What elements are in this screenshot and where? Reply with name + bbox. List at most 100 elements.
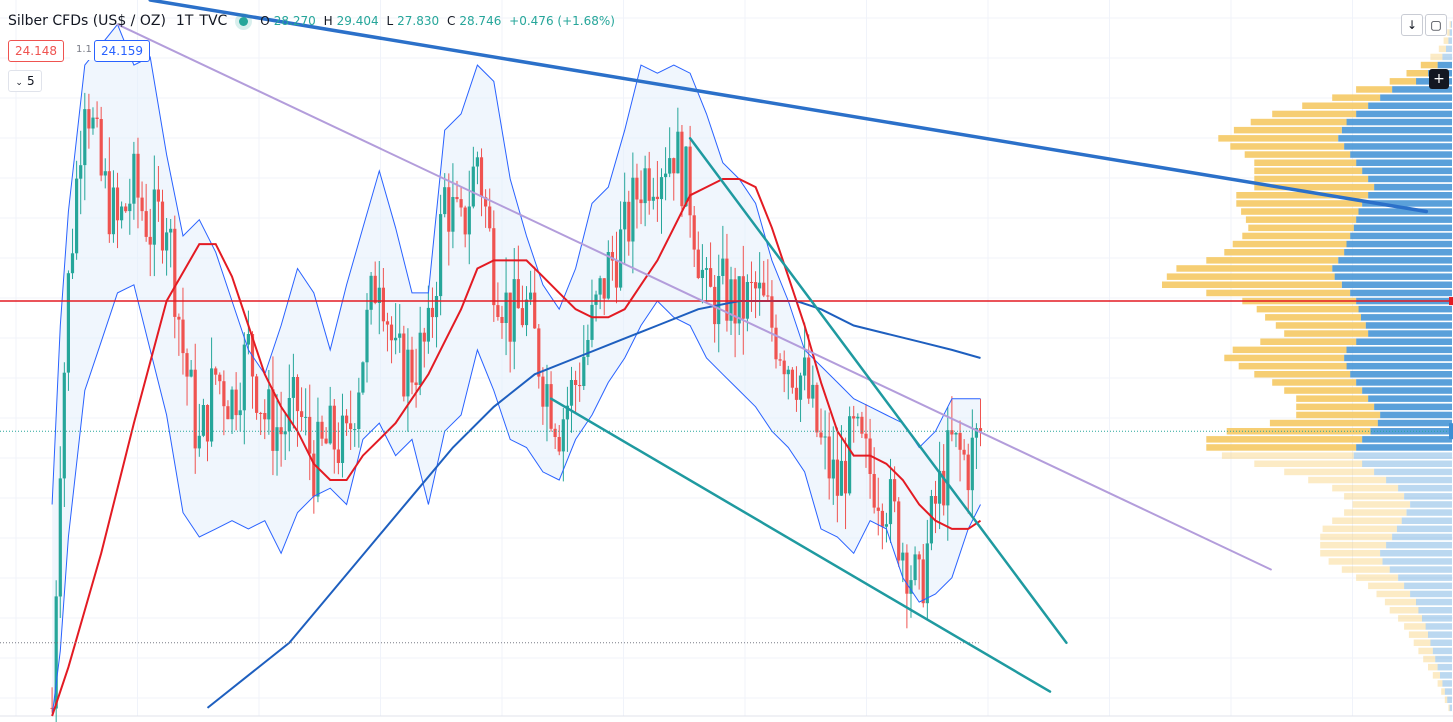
volume-profile-up-bar bbox=[1346, 346, 1452, 354]
candle-body bbox=[888, 479, 893, 525]
volume-profile-down-bar bbox=[1389, 78, 1417, 85]
candle-body bbox=[140, 197, 144, 212]
volume-profile-down-bar bbox=[1206, 436, 1363, 443]
candle-body bbox=[279, 427, 283, 435]
candle-body bbox=[516, 279, 520, 309]
volume-profile-up-bar bbox=[1449, 704, 1452, 712]
candle-body bbox=[443, 187, 447, 215]
candle-body bbox=[267, 389, 271, 420]
candle-body bbox=[807, 357, 811, 399]
low-value: 27.830 bbox=[397, 14, 440, 28]
candle-body bbox=[324, 438, 328, 444]
candle-body bbox=[471, 166, 475, 207]
candle-body bbox=[128, 203, 132, 212]
candle-body bbox=[361, 362, 365, 393]
candle-body bbox=[688, 146, 692, 216]
volume-profile-up-bar bbox=[1447, 696, 1452, 703]
volume-profile-up-bar bbox=[1437, 61, 1452, 69]
volume-profile-up-bar bbox=[1356, 379, 1452, 386]
volume-profile-down-bar bbox=[1423, 655, 1436, 663]
interval-label[interactable]: 1T bbox=[175, 13, 194, 29]
candle-body bbox=[365, 309, 369, 363]
volume-profile-up-bar bbox=[1358, 208, 1452, 215]
candle-body bbox=[578, 385, 582, 387]
ohlc-values: O 28.270 H 29.404 L 27.830 C 28.746 +0.476 (… bbox=[260, 14, 619, 28]
volume-profile-down-bar bbox=[1206, 289, 1351, 297]
candle-body bbox=[136, 153, 140, 198]
volume-profile-up-bar bbox=[1334, 273, 1452, 280]
candle-body bbox=[271, 389, 275, 451]
candle-body bbox=[921, 559, 925, 604]
volume-profile-down-bar bbox=[1328, 558, 1383, 565]
volume-profile-up-bar bbox=[1398, 574, 1452, 581]
arrow-down-icon[interactable]: ↓ bbox=[1401, 14, 1423, 36]
candle-body bbox=[754, 282, 758, 289]
candle-body bbox=[590, 304, 594, 340]
candle-body bbox=[156, 189, 160, 202]
candle-body bbox=[308, 416, 312, 454]
volume-profile-down-bar bbox=[1254, 183, 1375, 191]
symbol-name[interactable]: Silber CFDs (US$ / OZ) bbox=[8, 13, 166, 29]
volume-profile-down-bar bbox=[1352, 501, 1410, 508]
candle-body bbox=[586, 340, 590, 357]
volume-profile-down-bar bbox=[1443, 37, 1449, 44]
volume-profile-down-bar bbox=[1238, 362, 1347, 370]
volume-profile-down-bar bbox=[1230, 143, 1345, 150]
candle-body bbox=[451, 197, 455, 232]
candle-body bbox=[582, 356, 586, 386]
volume-profile-down-bar bbox=[1344, 509, 1407, 516]
volume-profile-up-bar bbox=[1398, 484, 1452, 492]
volume-profile-up-bar bbox=[1341, 126, 1452, 134]
volume-profile-up-bar bbox=[1356, 110, 1452, 118]
close-value: 28.746 bbox=[459, 14, 502, 28]
volume-profile-up-bar bbox=[1356, 216, 1452, 223]
volume-profile-up-bar bbox=[1344, 249, 1452, 256]
ask-price[interactable]: 24.159 bbox=[94, 40, 150, 62]
fullscreen-icon[interactable]: ▢ bbox=[1425, 14, 1447, 36]
candle-body bbox=[238, 410, 242, 416]
candle-body bbox=[459, 199, 463, 208]
candle-body bbox=[205, 405, 210, 442]
candle-body bbox=[291, 377, 295, 398]
candle-body bbox=[537, 328, 541, 377]
candle-body bbox=[120, 206, 124, 221]
candle-body bbox=[933, 496, 938, 504]
candle-body bbox=[189, 369, 193, 377]
plus-icon[interactable]: + bbox=[1429, 69, 1449, 89]
candle-body bbox=[811, 384, 815, 399]
volume-profile-down-bar bbox=[1284, 387, 1363, 394]
candle-body bbox=[160, 201, 165, 251]
volume-profile-up-bar bbox=[1422, 615, 1452, 622]
candle-body bbox=[439, 214, 443, 297]
bollinger-upper-line bbox=[51, 23, 981, 505]
candle-body bbox=[696, 249, 700, 278]
volume-profile-down-bar bbox=[1224, 354, 1345, 362]
bid-price[interactable]: 24.148 bbox=[8, 40, 64, 62]
candle-body bbox=[201, 405, 205, 436]
volume-profile-up-bar bbox=[1346, 118, 1452, 126]
volume-profile-up-bar bbox=[1360, 314, 1452, 321]
candle-body bbox=[246, 334, 250, 345]
candle-body bbox=[479, 157, 484, 197]
candle-body bbox=[827, 436, 831, 479]
candle-body bbox=[606, 252, 610, 299]
volume-profile-up-bar bbox=[1380, 550, 1452, 557]
candle-body bbox=[259, 413, 263, 414]
volume-profile-down-bar bbox=[1356, 574, 1398, 581]
volume-profile-down-bar bbox=[1368, 582, 1405, 590]
volume-profile-up-bar bbox=[1377, 419, 1452, 427]
candle-body bbox=[353, 429, 357, 431]
volume-profile-down-bar bbox=[1448, 704, 1450, 712]
candle-body bbox=[177, 316, 181, 320]
volume-profile-down-bar bbox=[1206, 257, 1339, 264]
volume-profile-up-bar bbox=[1430, 639, 1452, 646]
indicators-toggle-button[interactable]: ⌄ 5 bbox=[8, 70, 42, 92]
volume-profile-down-bar bbox=[1356, 86, 1393, 93]
candle-body bbox=[349, 423, 353, 430]
volume-profile-down-bar bbox=[1408, 631, 1429, 638]
candle-body bbox=[672, 158, 676, 174]
candle-body bbox=[639, 199, 643, 204]
bollinger-lower-line bbox=[51, 284, 981, 717]
